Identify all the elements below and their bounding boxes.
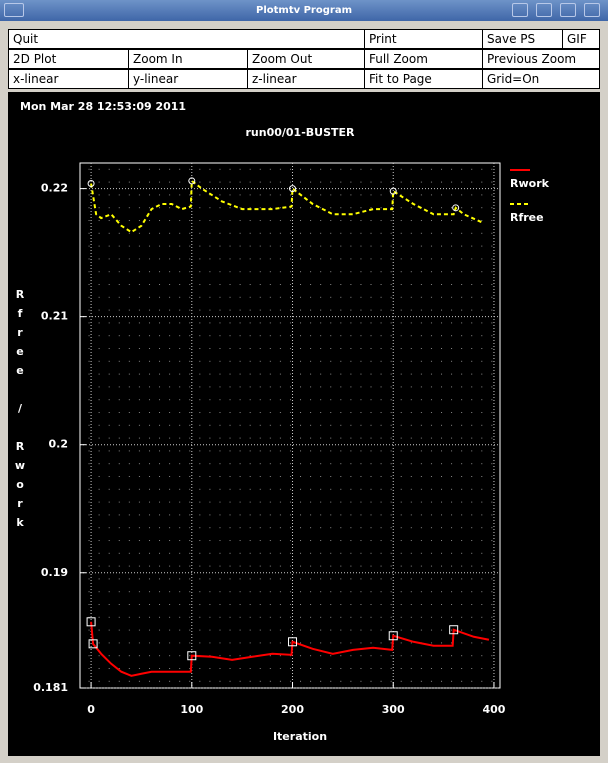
point-marker (87, 179, 95, 187)
point-marker (388, 631, 398, 641)
close-button[interactable] (584, 3, 600, 17)
point-marker (389, 187, 397, 195)
x-linear-button[interactable]: x-linear (8, 69, 129, 89)
y-tick-label: 0.181 (33, 681, 68, 694)
maximize-button[interactable] (560, 3, 576, 17)
print-button[interactable]: Print (364, 29, 483, 49)
zoom-out-button[interactable]: Zoom Out (247, 49, 365, 69)
x-tick-label: 200 (281, 703, 304, 716)
chart-title: run00/01-BUSTER (245, 126, 355, 139)
save-ps-button[interactable]: Save PS (482, 29, 563, 49)
legend-label: Rfree (510, 211, 544, 224)
series-line (90, 178, 485, 234)
grid-button[interactable]: Grid=On (482, 69, 600, 89)
y-tick-label: 0.2 (49, 438, 69, 451)
point-marker (187, 651, 197, 661)
x-tick-label: 0 (87, 703, 95, 716)
x-tick-label: 100 (180, 703, 203, 716)
y-tick-label: 0.21 (41, 310, 68, 323)
series-line (90, 621, 490, 677)
point-marker (449, 625, 459, 635)
title-bar: Plotmtv Program (0, 0, 608, 21)
point-marker (452, 204, 460, 212)
z-linear-button[interactable]: z-linear (247, 69, 365, 89)
window-menu-icon[interactable] (4, 3, 24, 17)
full-zoom-button[interactable]: Full Zoom (364, 49, 483, 69)
point-marker (288, 637, 298, 647)
previous-zoom-button[interactable]: Previous Zoom (482, 49, 600, 69)
y-tick-label: 0.19 (41, 566, 68, 579)
x-tick-label: 300 (382, 703, 405, 716)
point-marker (88, 639, 98, 649)
2d-plot-button[interactable]: 2D Plot (8, 49, 129, 69)
menu: Quit Print Save PS GIF 2D Plot Zoom In Z… (8, 29, 600, 89)
x-tick-label: 400 (482, 703, 505, 716)
gif-button[interactable]: GIF (562, 29, 600, 49)
point-marker (188, 177, 196, 185)
quit-button[interactable]: Quit (8, 29, 365, 49)
point-marker (289, 185, 297, 193)
timestamp: Mon Mar 28 12:53:09 2011 (20, 100, 186, 113)
window-title: Plotmtv Program (256, 5, 352, 16)
fit-to-page-button[interactable]: Fit to Page (364, 69, 483, 89)
y-linear-button[interactable]: y-linear (128, 69, 248, 89)
point-marker (86, 617, 96, 627)
legend-label: Rwork (510, 177, 550, 190)
minor-grid (80, 163, 500, 688)
x-axis-label: Iteration (273, 730, 327, 743)
plot-canvas: Mon Mar 28 12:53:09 2011 run00/01-BUSTER… (8, 92, 600, 756)
shade-button[interactable] (512, 3, 528, 17)
zoom-in-button[interactable]: Zoom In (128, 49, 248, 69)
minimize-button[interactable] (536, 3, 552, 17)
y-tick-label: 0.22 (41, 182, 68, 195)
